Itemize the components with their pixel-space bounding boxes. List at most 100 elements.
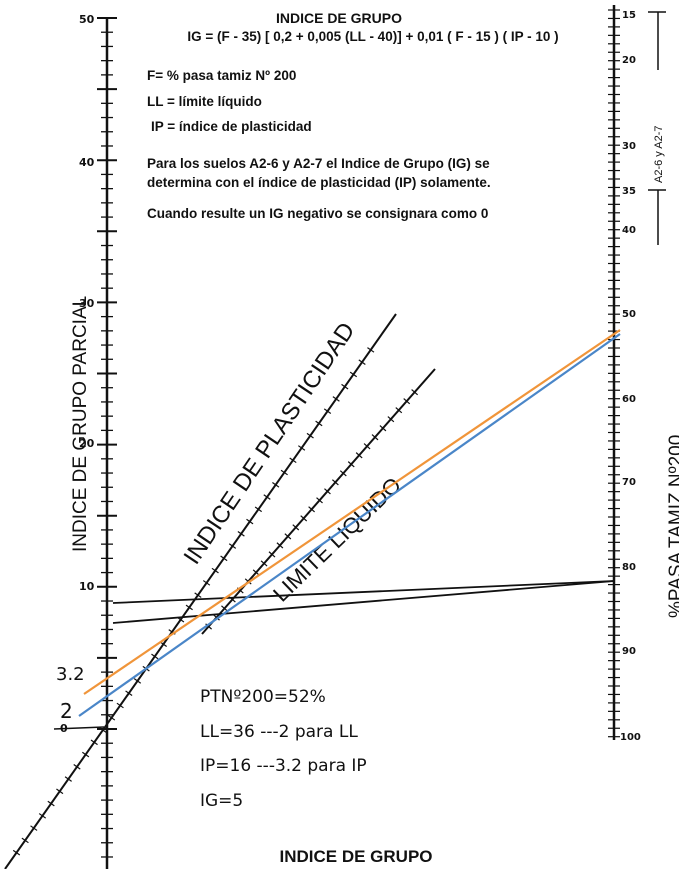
blue-ll-line: [78, 333, 621, 717]
bottom-axis-title: INDICE DE GRUPO: [279, 847, 432, 866]
ig-result: IG=5: [200, 791, 243, 811]
tick-mark: [268, 551, 276, 558]
tick-mark: [367, 347, 375, 353]
note-line-2: determina con el índice de plasticidad (…: [147, 175, 491, 190]
tick-mark: [395, 407, 403, 414]
ll-scale-title: LIMITE LIQUIDO: [268, 472, 406, 606]
legend-ip: IP = índice de plasticidad: [151, 119, 312, 134]
tick-mark: [21, 837, 29, 844]
left-tick-label: 20: [79, 437, 95, 450]
tick-mark: [151, 653, 159, 660]
tick-mark: [228, 543, 237, 549]
left-tick-label: 30: [79, 297, 95, 310]
tick-mark: [221, 605, 228, 612]
left-tick-label: 50: [79, 13, 95, 26]
tick-mark: [379, 425, 387, 432]
right-axis-ticks: [608, 9, 620, 738]
tick-mark: [300, 515, 308, 522]
tick-mark: [125, 690, 133, 697]
tick-mark: [116, 702, 124, 709]
ip-scale-line: [4, 313, 397, 869]
tick-mark: [99, 727, 107, 733]
left-axis: [97, 17, 117, 869]
tick-mark: [297, 445, 306, 451]
tick-mark: [292, 524, 300, 531]
ip-scale: [4, 313, 397, 869]
tick-mark: [246, 518, 254, 525]
right-axis: [608, 5, 620, 740]
tick-mark: [349, 371, 358, 378]
orange-ip-line: [83, 329, 621, 695]
tick-mark: [358, 359, 366, 365]
right-tick-label: 60: [622, 394, 636, 405]
chart-title: INDICE DE GRUPO: [276, 10, 402, 26]
right-tick-label: 35: [622, 186, 636, 197]
tick-mark: [133, 678, 142, 684]
tick-mark: [252, 569, 260, 576]
right-tick-label: 30: [622, 141, 636, 152]
tick-mark: [213, 614, 220, 621]
a26-a27-bracket: [648, 11, 666, 245]
tick-mark: [289, 457, 297, 464]
tick-mark: [280, 469, 288, 476]
tick-mark: [272, 481, 280, 488]
ll-scale-ticks: [205, 389, 419, 630]
tick-mark: [331, 479, 339, 486]
right-tick-label: 15: [622, 10, 636, 21]
tick-mark: [12, 849, 21, 856]
right-tick-label: 70: [622, 477, 636, 488]
left-tick-label: 40: [79, 156, 95, 169]
right-tick-label: 50: [622, 309, 636, 320]
tick-mark: [38, 813, 47, 819]
right-tick-label: 90: [622, 646, 636, 657]
ip-result: IP=16 ---3.2 para IP: [200, 756, 367, 776]
note-line-3: Cuando resulte un IG negativo se consign…: [147, 206, 488, 221]
tick-mark: [324, 488, 331, 495]
tick-mark: [347, 461, 355, 468]
tick-mark: [308, 506, 316, 513]
legend-ll: LL = límite líquido: [147, 94, 262, 109]
tick-mark: [306, 432, 314, 439]
tick-mark: [220, 555, 228, 562]
tick-mark: [284, 533, 292, 540]
tick-mark: [47, 800, 55, 807]
tick-mark: [73, 764, 81, 770]
tick-mark: [332, 396, 340, 402]
ll-scale-line: [201, 368, 436, 635]
tick-mark: [30, 825, 38, 831]
tick-mark: [211, 567, 219, 574]
tick-mark: [316, 497, 323, 504]
legend-f: F= % pasa tamiz Nº 200: [147, 68, 296, 83]
tick-mark: [56, 788, 64, 795]
tick-mark: [260, 560, 268, 567]
ll-partial-value: 2: [60, 699, 73, 723]
tick-mark: [315, 420, 323, 427]
tick-mark: [64, 776, 72, 782]
ll-result: LL=36 ---2 para LL: [200, 722, 358, 742]
tick-mark: [341, 383, 349, 390]
construction-line-lower: [112, 580, 615, 624]
left-axis-ticks: [97, 17, 117, 858]
right-tick-label: 40: [622, 225, 636, 236]
tick-mark: [254, 506, 263, 513]
construction-line-upper: [112, 580, 615, 604]
ip-partial-value: 3.2: [56, 664, 85, 685]
tick-mark: [355, 452, 363, 459]
tick-mark: [323, 408, 332, 414]
a26-a27-label: A2-6 y A2-7: [653, 126, 665, 183]
tick-mark: [107, 714, 116, 721]
right-tick-label: 20: [622, 55, 636, 66]
tick-mark: [90, 739, 98, 746]
right-tick-label: 100: [620, 732, 641, 743]
tick-mark: [237, 531, 245, 537]
tick-mark: [276, 542, 284, 549]
tick-mark: [202, 580, 211, 586]
note-line-1: Para los suelos A2-6 y A2-7 el Indice de…: [147, 156, 490, 171]
tick-mark: [387, 416, 395, 423]
left-axis-title: INDICE DE GRUPO PARCIAL: [70, 296, 91, 552]
tick-mark: [185, 604, 193, 611]
tick-mark: [403, 398, 411, 405]
tick-mark: [263, 494, 271, 500]
left-tick-label: 10: [79, 580, 95, 593]
